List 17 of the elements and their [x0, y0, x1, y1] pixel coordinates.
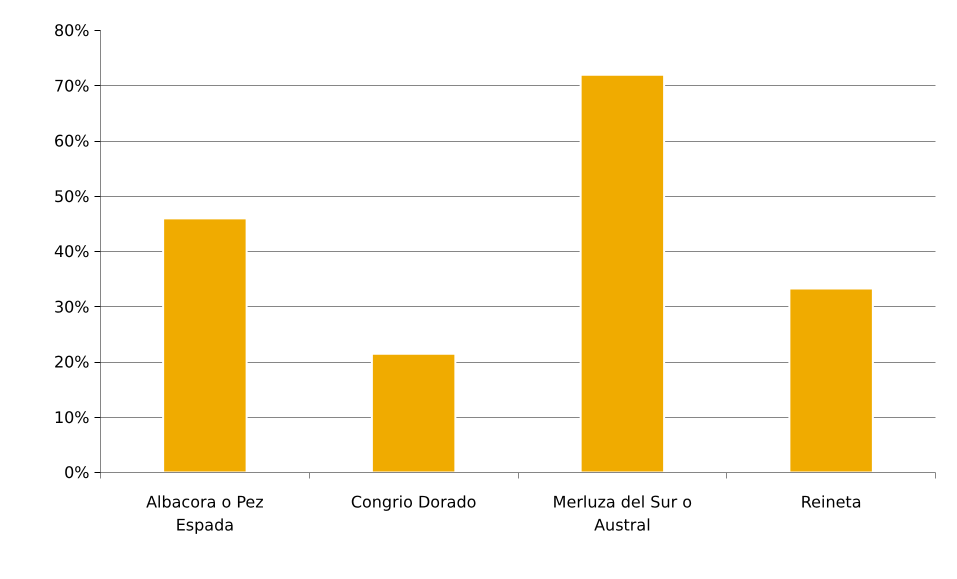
x-tick-label: Albacora o Pez Espada [146, 492, 264, 534]
x-tick-label: Reineta [800, 492, 862, 512]
y-tick-label: 40% [54, 242, 90, 261]
y-tick-label: 70% [54, 76, 90, 96]
bar [580, 74, 666, 472]
y-tick-label: 80% [54, 21, 90, 40]
bar [162, 217, 248, 472]
y-tick-label: 50% [54, 186, 90, 206]
y-tick-label: 30% [54, 297, 90, 316]
bar [370, 352, 456, 472]
y-tick-label: 0% [64, 463, 90, 482]
x-tick-label: Congrio Dorado [350, 492, 476, 512]
y-tick-label: 60% [54, 132, 90, 150]
x-tick-label: Merluza del Sur o Austral [552, 492, 692, 534]
bar [788, 288, 874, 472]
y-tick-label: 20% [54, 352, 90, 372]
y-tick-label: 10% [54, 408, 90, 427]
